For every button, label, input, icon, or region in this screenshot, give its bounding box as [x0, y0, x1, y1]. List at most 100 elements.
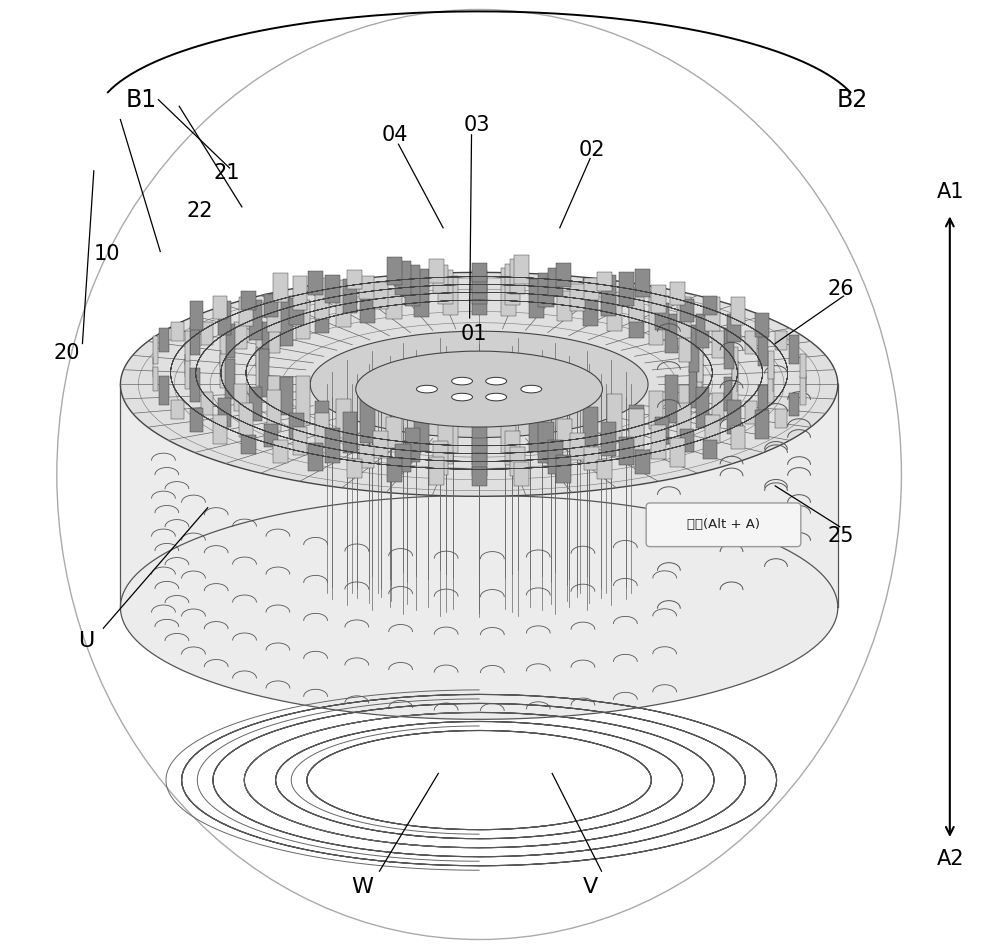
Polygon shape — [171, 322, 184, 341]
Polygon shape — [680, 299, 694, 322]
Polygon shape — [280, 299, 293, 346]
Text: V: V — [583, 877, 598, 898]
Polygon shape — [259, 349, 269, 397]
Text: 截图(Alt + A): 截图(Alt + A) — [687, 518, 760, 531]
Polygon shape — [510, 259, 525, 293]
Text: 10: 10 — [94, 244, 120, 265]
Polygon shape — [387, 458, 402, 482]
Text: A1: A1 — [937, 181, 964, 202]
Polygon shape — [433, 441, 448, 475]
Polygon shape — [201, 322, 213, 344]
Polygon shape — [213, 296, 227, 320]
Ellipse shape — [452, 393, 472, 400]
Text: 03: 03 — [464, 115, 490, 136]
Polygon shape — [325, 428, 340, 462]
Polygon shape — [800, 354, 806, 378]
Polygon shape — [635, 269, 650, 297]
Polygon shape — [225, 324, 235, 358]
Polygon shape — [703, 439, 717, 458]
Polygon shape — [601, 275, 616, 316]
Polygon shape — [343, 280, 357, 313]
Polygon shape — [153, 367, 158, 391]
Polygon shape — [267, 390, 281, 431]
Polygon shape — [775, 331, 787, 350]
Polygon shape — [584, 278, 599, 301]
Ellipse shape — [416, 385, 437, 393]
Polygon shape — [405, 428, 420, 461]
Polygon shape — [249, 300, 262, 341]
Polygon shape — [607, 292, 622, 331]
Polygon shape — [619, 272, 634, 307]
Polygon shape — [789, 335, 799, 363]
Polygon shape — [705, 415, 720, 443]
Polygon shape — [705, 297, 720, 331]
Polygon shape — [429, 259, 444, 283]
Polygon shape — [159, 328, 169, 352]
Polygon shape — [472, 438, 487, 465]
Polygon shape — [583, 407, 598, 446]
Polygon shape — [655, 303, 669, 329]
Polygon shape — [360, 396, 375, 443]
Polygon shape — [732, 361, 738, 401]
Text: 04: 04 — [381, 124, 408, 145]
Polygon shape — [724, 328, 734, 369]
Polygon shape — [153, 336, 158, 364]
Polygon shape — [273, 439, 288, 463]
Polygon shape — [249, 387, 262, 421]
Ellipse shape — [486, 393, 507, 400]
Polygon shape — [677, 297, 691, 338]
Polygon shape — [241, 436, 256, 455]
Polygon shape — [584, 447, 599, 470]
Polygon shape — [472, 277, 487, 304]
Polygon shape — [548, 439, 563, 474]
Polygon shape — [665, 375, 678, 422]
Polygon shape — [234, 384, 247, 411]
Polygon shape — [755, 313, 769, 337]
Polygon shape — [325, 275, 340, 304]
Polygon shape — [373, 282, 388, 308]
Polygon shape — [689, 369, 699, 408]
Polygon shape — [680, 429, 694, 452]
Polygon shape — [395, 261, 411, 295]
Polygon shape — [538, 422, 554, 463]
Polygon shape — [505, 264, 520, 305]
Polygon shape — [514, 462, 529, 486]
Polygon shape — [190, 302, 203, 330]
Polygon shape — [655, 417, 669, 443]
Polygon shape — [443, 405, 458, 453]
Polygon shape — [296, 377, 310, 424]
Polygon shape — [386, 418, 402, 448]
Polygon shape — [731, 425, 745, 449]
Polygon shape — [745, 331, 757, 354]
FancyBboxPatch shape — [646, 503, 801, 547]
Polygon shape — [218, 301, 231, 335]
Polygon shape — [220, 326, 226, 367]
Polygon shape — [679, 385, 691, 416]
Polygon shape — [190, 326, 200, 355]
Text: 26: 26 — [827, 279, 854, 300]
Polygon shape — [256, 321, 262, 368]
Polygon shape — [315, 278, 329, 319]
Polygon shape — [677, 402, 691, 437]
Polygon shape — [557, 290, 572, 321]
Polygon shape — [727, 313, 741, 342]
Polygon shape — [619, 437, 634, 465]
Polygon shape — [724, 378, 734, 411]
Polygon shape — [120, 384, 838, 719]
Polygon shape — [308, 271, 323, 295]
Polygon shape — [501, 269, 516, 316]
Polygon shape — [529, 404, 544, 452]
Polygon shape — [256, 347, 262, 386]
Polygon shape — [679, 332, 691, 363]
Polygon shape — [510, 447, 525, 475]
Polygon shape — [597, 272, 612, 291]
Text: 01: 01 — [460, 324, 487, 344]
Polygon shape — [556, 455, 571, 483]
Polygon shape — [336, 399, 351, 437]
Text: W: W — [351, 877, 373, 898]
Polygon shape — [264, 294, 278, 317]
Text: 20: 20 — [54, 343, 80, 363]
Polygon shape — [501, 415, 516, 454]
Polygon shape — [570, 285, 585, 311]
Text: 25: 25 — [827, 526, 854, 547]
